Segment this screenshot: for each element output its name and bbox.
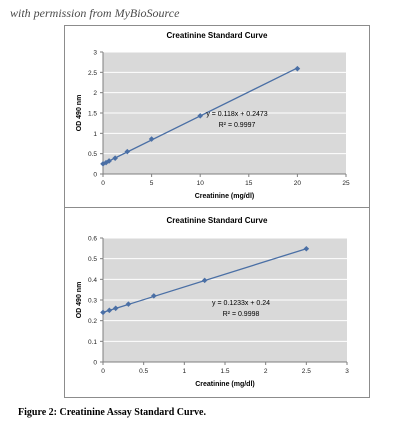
y-tick-label: 3: [93, 50, 97, 57]
r-squared-label: R² = 0.9998: [223, 311, 260, 318]
data-point: [148, 136, 155, 142]
x-tick-label: 20: [294, 180, 302, 187]
x-tick-label: 0: [101, 368, 105, 375]
x-tick-label: 2.5: [302, 368, 311, 375]
y-tick-label: 0.5: [88, 151, 97, 158]
y-tick-label: 0.2: [88, 318, 97, 325]
x-tick-label: 5: [150, 180, 154, 187]
chart-bottom: 0 0.1 0.2 0.3 0.4 0.5 0.6 0 0.5 1 1.5 2 2.5 3 Creatini…: [76, 216, 349, 388]
y-tick-label: 0: [93, 360, 97, 367]
x-tick-label: 25: [342, 180, 350, 187]
watermark-text: with permission from MyBioSource: [10, 6, 180, 20]
x-tick-label: 1: [183, 368, 187, 375]
y-tick-label: 0.5: [88, 256, 97, 263]
x-tick-label: 10: [197, 180, 205, 187]
chart-title: Creatinine Standard Curve: [167, 216, 268, 225]
figure-caption: Figure 2: Creatinine Assay Standard Curv…: [18, 407, 206, 418]
data-point: [303, 245, 310, 252]
data-point: [106, 158, 112, 164]
y-tick-label: 0.1: [88, 339, 97, 346]
x-tick-label: 2: [264, 368, 268, 375]
chart-panel-bottom: 0 0.1 0.2 0.3 0.4 0.5 0.6 0 0.5 1 1.5 2 2.5 3 Creatini…: [64, 207, 370, 398]
x-tick-label: 1.5: [220, 368, 229, 375]
y-tick-label: 0.4: [88, 277, 97, 284]
y-axis-label: OD 490 nm: [76, 95, 83, 132]
y-tick-label: 1.5: [88, 111, 97, 118]
data-point: [112, 155, 118, 161]
x-axis-label: Creatinine (mg/dl): [195, 381, 255, 388]
x-tick-label: 0: [101, 180, 105, 187]
trendline-equation: y = 0.118x + 0.2473: [206, 111, 267, 118]
y-tick-label: 2.5: [88, 70, 97, 77]
x-tick-label: 15: [245, 180, 253, 187]
data-point: [124, 148, 131, 155]
y-axis-label: OD 490 nm: [76, 282, 83, 319]
x-tick-label: 3: [345, 368, 349, 375]
chart-title: Creatinine Standard Curve: [167, 31, 268, 40]
x-axis-label: Creatinine (mg/dl): [195, 193, 255, 200]
data-point: [112, 305, 119, 312]
chart-top: 0 0.5 1 1.5 2 2.5 3 0 5 10 15 20 25 Creatinine Standa…: [76, 31, 350, 200]
y-tick-label: 0: [93, 172, 97, 179]
y-tick-label: 0.3: [88, 298, 97, 305]
x-tick-label: 0.5: [139, 368, 148, 375]
y-tick-label: 2: [93, 90, 97, 97]
y-tick-label: 0.6: [88, 236, 97, 243]
trendline-equation: y = 0.1233x + 0.24: [212, 300, 270, 307]
chart-panel-top: 0 0.5 1 1.5 2 2.5 3 0 5 10 15 20 25 Creatinine Standa…: [64, 25, 370, 208]
data-point: [197, 113, 203, 119]
data-point: [100, 161, 106, 167]
data-point: [294, 65, 301, 72]
r-squared-label: R² = 0.9997: [219, 122, 256, 129]
y-tick-label: 1: [93, 131, 97, 138]
